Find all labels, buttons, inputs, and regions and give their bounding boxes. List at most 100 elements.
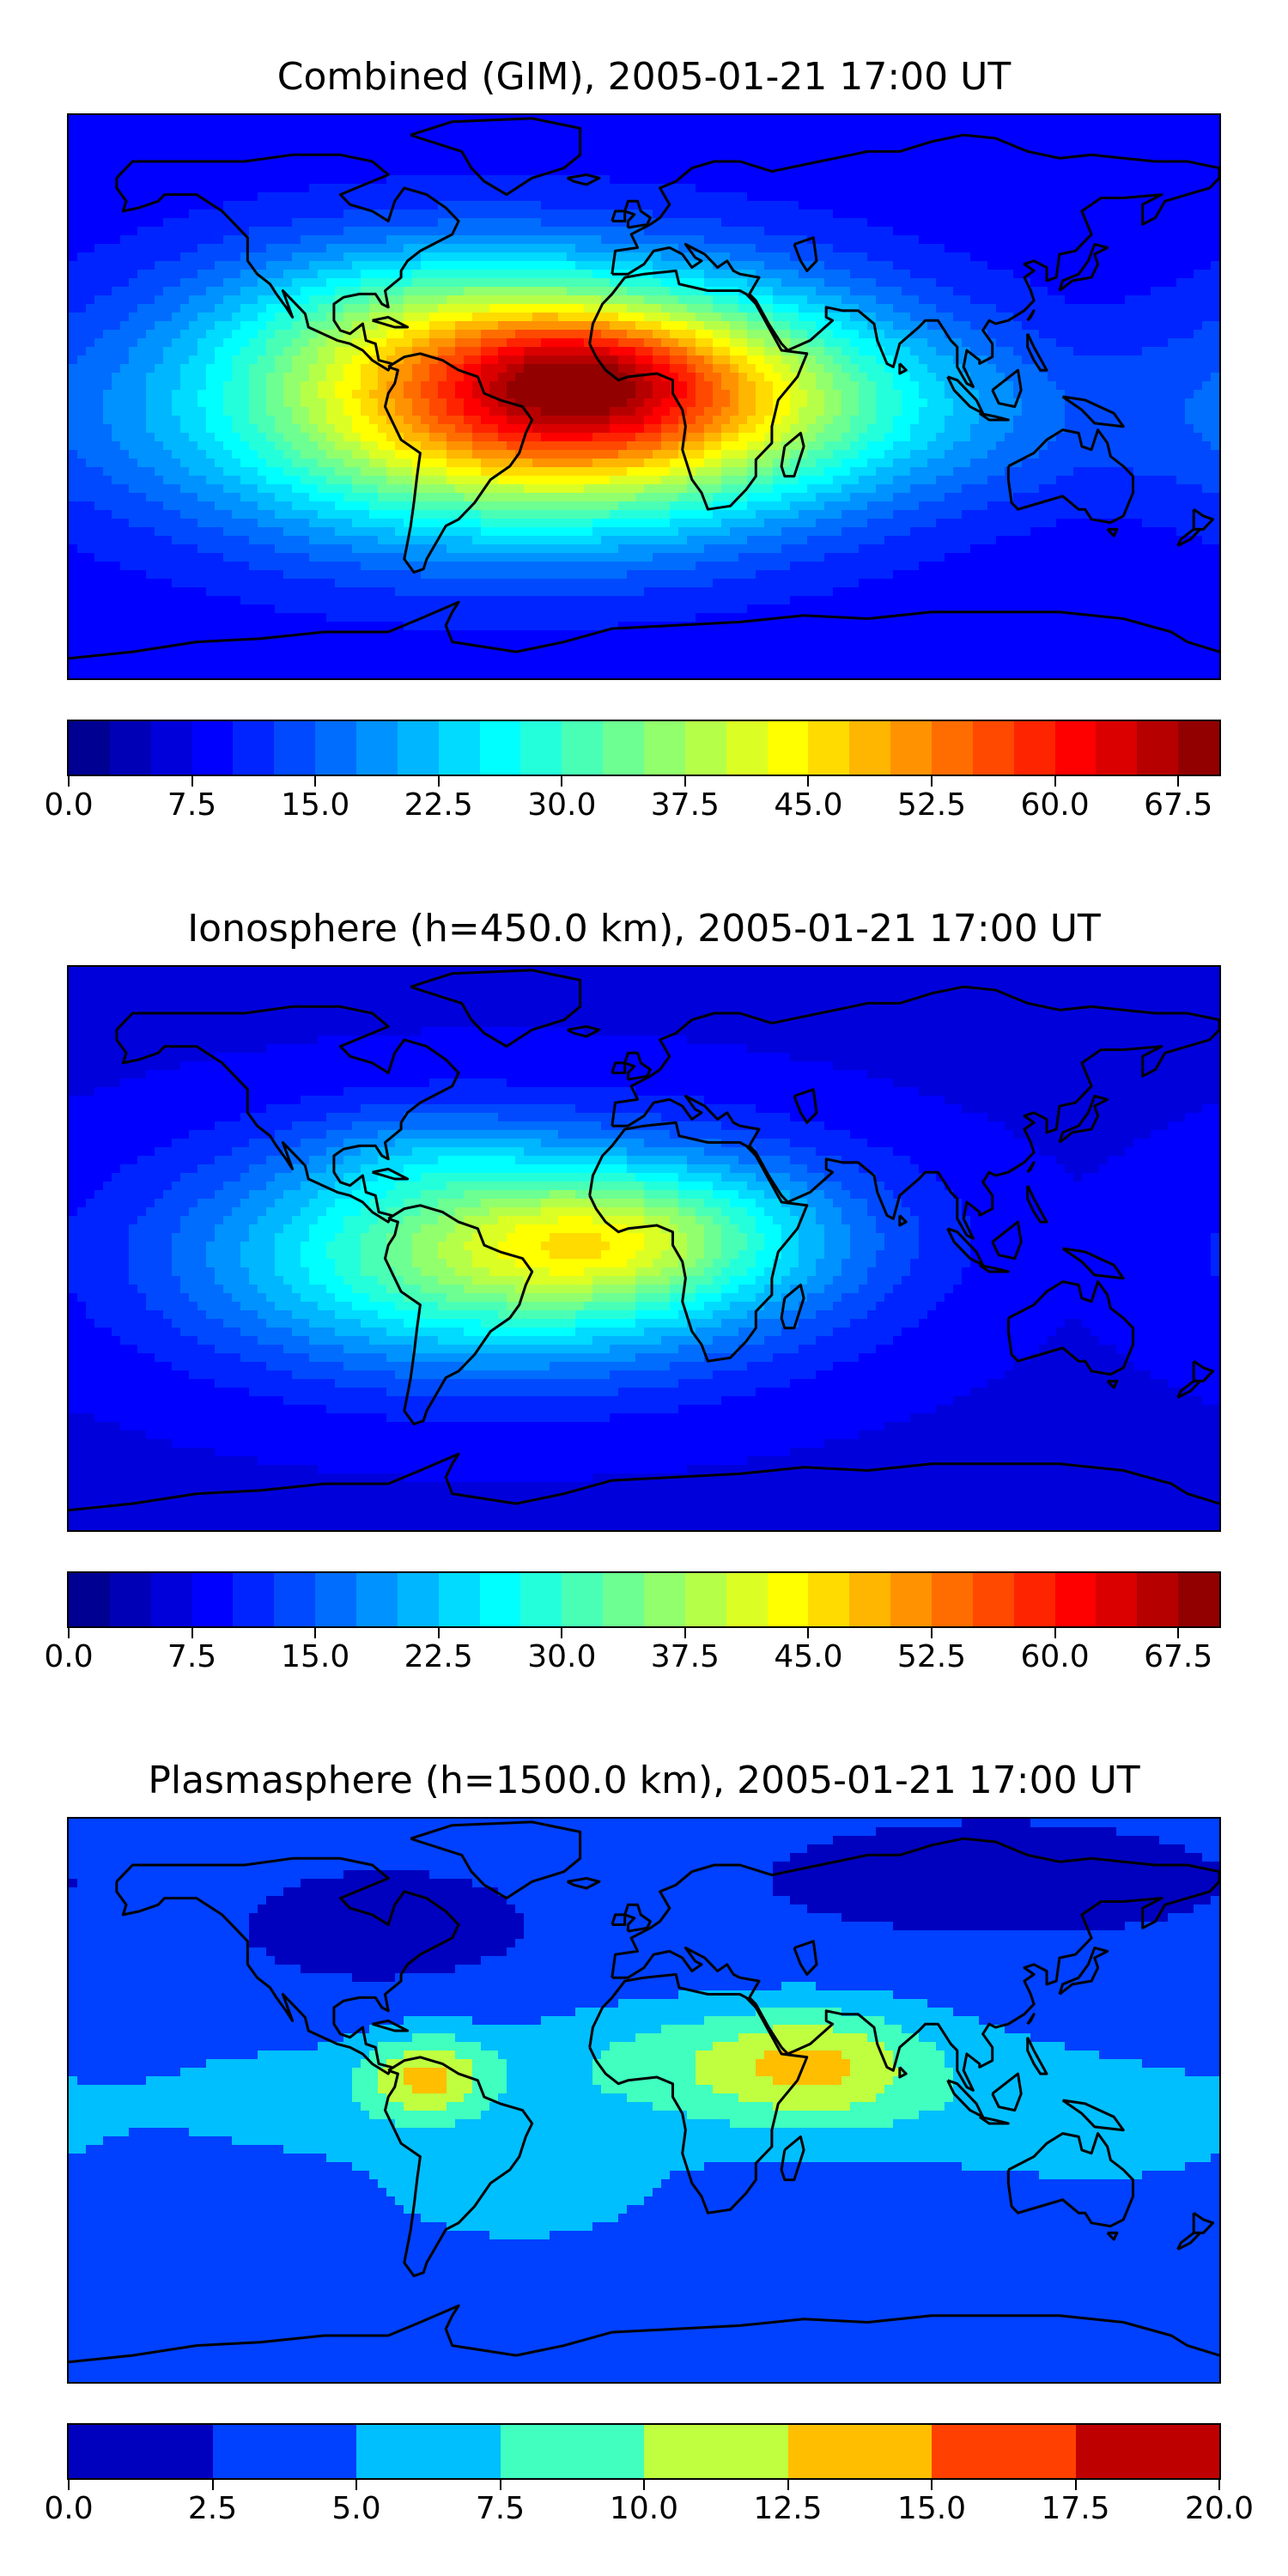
coastline (991, 2072, 1023, 2112)
coastline (567, 1877, 601, 1890)
colorbar-level (438, 721, 481, 775)
colorbar-level (890, 721, 933, 775)
coastlines (69, 1820, 1219, 2364)
colorbar-tick (1054, 1628, 1056, 1638)
coastline (1106, 1379, 1119, 1389)
tec-contour-cells (69, 967, 1219, 1530)
coastline (384, 1204, 534, 1425)
map-title: Plasmasphere (h=1500.0 km), 2005-01-21 1… (0, 1762, 1288, 1800)
colorbar-level (1054, 1573, 1097, 1626)
coastline (588, 1972, 809, 2215)
colorbar-tick-label: 15.0 (281, 1642, 349, 1673)
colorbar-tick (561, 1628, 563, 1638)
colorbar-tick-label: 0.0 (44, 2494, 93, 2524)
colorbar-level (562, 721, 605, 775)
coastline (1026, 309, 1036, 322)
coastline (623, 199, 652, 229)
coastline (898, 362, 908, 375)
colorbar-tick (807, 1628, 810, 1638)
colorbar-tick-label: 67.5 (1144, 1642, 1212, 1673)
colorbar-level (644, 2425, 789, 2478)
colorbar-tick-label: 5.0 (331, 2494, 380, 2524)
colorbar-tick-label: 52.5 (897, 1642, 966, 1673)
colorbar-tick (68, 776, 70, 787)
colorbar-tick (68, 1628, 70, 1638)
coastline (780, 431, 805, 478)
tec-field (69, 115, 1219, 678)
colorbar-level (274, 721, 317, 775)
colorbar-tick (931, 2480, 933, 2490)
coastline (1026, 1185, 1048, 1224)
colorbar-tick-label: 52.5 (897, 790, 966, 821)
colorbar-level (69, 2425, 214, 2478)
colorbar-level (1075, 2425, 1219, 2478)
coastlines (69, 117, 1219, 660)
colorbar-level (315, 1573, 357, 1626)
coastline (793, 1940, 818, 1976)
colorbar-tick (499, 2480, 501, 2490)
colorbar-level (644, 721, 686, 775)
colorbar-tick (683, 776, 686, 787)
colorbar-level (932, 721, 974, 775)
coastline (978, 411, 1010, 422)
coastline (898, 1214, 908, 1227)
colorbar-level (191, 1573, 234, 1626)
colorbar-tick (561, 776, 563, 787)
coastline (623, 1051, 652, 1081)
colorbar-level (767, 721, 810, 775)
colorbar-tick (787, 2480, 789, 2490)
coastline (611, 1061, 627, 1074)
colorbar-level (767, 1573, 810, 1626)
colorbar-tick-label: 17.5 (1041, 2494, 1109, 2524)
map-title: Ionosphere (h=450.0 km), 2005-01-21 17:0… (0, 910, 1288, 948)
colorbar-level (1013, 1573, 1056, 1626)
colorbar-level (562, 1573, 605, 1626)
colorbar-tick-label: 67.5 (1144, 790, 1212, 821)
coastline (1026, 2037, 1048, 2075)
colorbar-tick (191, 776, 193, 787)
colorbar-level (932, 1573, 974, 1626)
colorbar-tick (314, 776, 317, 787)
colorbar-level (191, 721, 234, 775)
colorbar-tick (643, 2480, 645, 2490)
tec-map-ionosphere (67, 965, 1221, 1532)
coastline (793, 236, 818, 272)
coastline (410, 117, 582, 197)
colorbar-tick (1218, 2480, 1220, 2490)
colorbar (67, 2423, 1221, 2480)
coastline (384, 352, 534, 574)
colorbar-level (233, 721, 276, 775)
colorbar-tick (1074, 2480, 1077, 2490)
colorbar-level (520, 1573, 563, 1626)
coastline (991, 368, 1023, 409)
coastline (1026, 2013, 1036, 2026)
colorbar-level (274, 1573, 317, 1626)
colorbar-tick-label: 45.0 (774, 790, 842, 821)
map-title: Combined (GIM), 2005-01-21 17:00 UT (0, 58, 1288, 96)
coastline (588, 1121, 809, 1363)
colorbar-level (808, 721, 851, 775)
tec-contour-cells (69, 115, 1219, 678)
coastline (69, 2304, 1219, 2364)
colorbar-tick-label: 30.0 (527, 1642, 596, 1673)
colorbar-level (356, 721, 398, 775)
colorbar-tick-label: 15.0 (281, 790, 349, 821)
coastline (978, 1263, 1010, 1273)
colorbar-level (684, 1573, 727, 1626)
coastline (611, 210, 627, 222)
coastline (1192, 2211, 1215, 2234)
colorbar-level (479, 1573, 522, 1626)
coastline (567, 1025, 601, 1038)
coastline (115, 1005, 460, 1224)
tec-field (69, 967, 1219, 1530)
coastline (898, 2066, 908, 2079)
colorbar-level (500, 2425, 645, 2478)
colorbar-level (603, 1573, 645, 1626)
colorbar-level (1096, 1573, 1139, 1626)
colorbar-tick (314, 1628, 317, 1638)
colorbar-level (1178, 1573, 1219, 1626)
colorbar-level (109, 721, 152, 775)
colorbar-level (849, 721, 892, 775)
coastline (1192, 1359, 1215, 1382)
colorbar-level (808, 1573, 851, 1626)
